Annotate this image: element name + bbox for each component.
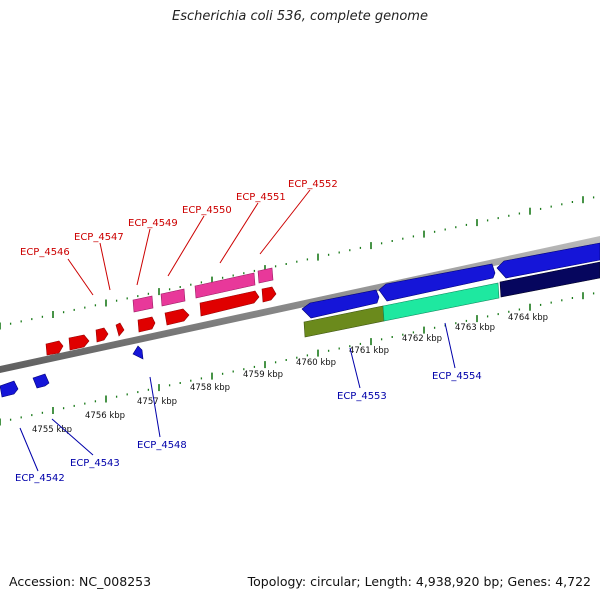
- gene-cds[interactable]: [257, 267, 274, 284]
- gene-label-top[interactable]: ECP_4546: [20, 247, 70, 258]
- gene-label-top[interactable]: ECP_4552: [288, 179, 338, 190]
- gene-arrow[interactable]: [164, 308, 190, 326]
- kbp-label: 4757 kbp: [137, 397, 177, 407]
- gene-arrow[interactable]: [261, 286, 277, 303]
- gene-cds[interactable]: [132, 295, 154, 313]
- gene-label-bottom[interactable]: ECP_4548: [137, 440, 187, 451]
- leader-lines-bottom: [19, 322, 456, 472]
- kbp-label: 4759 kbp: [243, 370, 283, 380]
- gene-label-bottom[interactable]: ECP_4554: [432, 371, 482, 382]
- map-title: Escherichia coli 536, complete genome: [172, 9, 428, 24]
- gene-cds[interactable]: [194, 272, 256, 299]
- gene-label-bottom[interactable]: ECP_4553: [337, 391, 387, 402]
- tick-row-top: [0, 196, 595, 330]
- tick-row-bottom: [0, 292, 595, 426]
- gene-label-top[interactable]: ECP_4547: [74, 232, 124, 243]
- gene-arrow[interactable]: [496, 242, 600, 279]
- kbp-label: 4761 kbp: [349, 346, 389, 356]
- gene-arrow[interactable]: [95, 327, 109, 343]
- leader-lines-top: [67, 189, 311, 296]
- gene-arrow[interactable]: [132, 345, 144, 360]
- genome-backbone: [0, 236, 600, 373]
- gene-label-bottom[interactable]: ECP_4542: [15, 473, 65, 484]
- gene-label-bottom[interactable]: ECP_4543: [70, 458, 120, 469]
- kbp-label: 4760 kbp: [296, 358, 336, 368]
- genome-summary-text: Topology: circular; Length: 4,938,920 bp…: [247, 574, 591, 589]
- kbp-label: 4755 kbp: [32, 425, 72, 435]
- accession-text: Accession: NC_008253: [9, 574, 152, 589]
- gene-label-top[interactable]: ECP_4549: [128, 218, 178, 229]
- gene-arrow[interactable]: [115, 322, 125, 337]
- gene-cds[interactable]: [160, 288, 186, 307]
- gene-label-top[interactable]: ECP_4551: [236, 192, 286, 203]
- gene-label-top[interactable]: ECP_4550: [182, 205, 232, 216]
- gene-arrow[interactable]: [199, 290, 260, 317]
- gene-arrow[interactable]: [32, 373, 50, 389]
- gene-arrow[interactable]: [137, 316, 156, 333]
- kbp-label: 4758 kbp: [190, 383, 230, 393]
- gene-arrow[interactable]: [301, 289, 380, 319]
- forward-genes: [45, 267, 277, 356]
- gene-arrow[interactable]: [378, 263, 496, 302]
- kbp-label: 4756 kbp: [85, 411, 125, 421]
- kbp-label: 4764 kbp: [508, 313, 548, 323]
- reverse-genes: [0, 242, 600, 398]
- kbp-label: 4763 kbp: [455, 323, 495, 333]
- gene-arrow[interactable]: [45, 340, 64, 356]
- gene-arrow[interactable]: [68, 334, 90, 351]
- kbp-label: 4762 kbp: [402, 334, 442, 344]
- gene-arrow[interactable]: [0, 380, 19, 398]
- gene-rna-teal[interactable]: [382, 282, 500, 322]
- gene-dark-navy[interactable]: [499, 261, 600, 298]
